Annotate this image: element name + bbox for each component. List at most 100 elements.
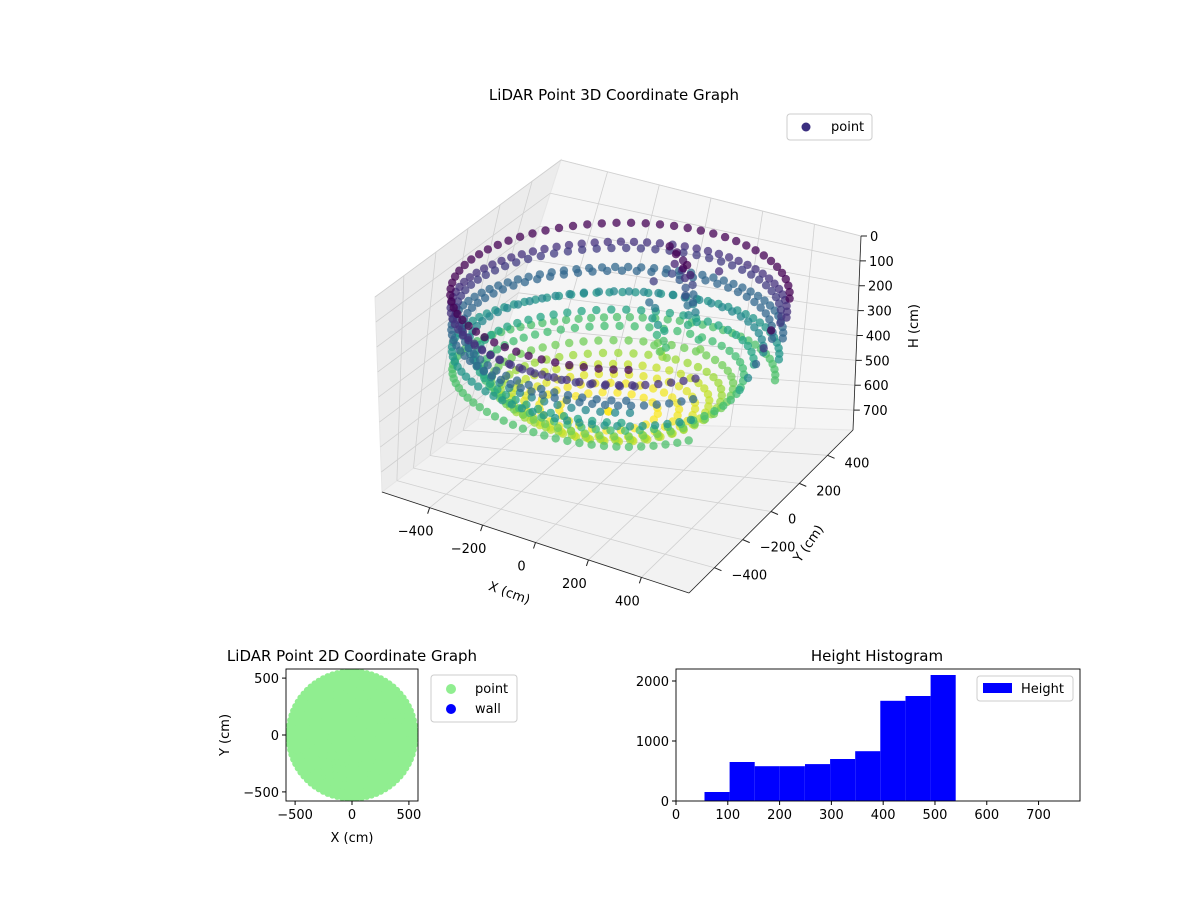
chart-3d-point [625, 408, 635, 418]
chart-3d-point [503, 322, 512, 331]
chart-2d-plot-area: −500 0 500 −500 0 500 [243, 668, 421, 823]
chart-3d-point [781, 274, 790, 284]
chart-3d-point [738, 265, 747, 274]
chart-3d-point [490, 266, 500, 275]
chart-3d-point [760, 296, 769, 305]
chart-3d-point [750, 297, 759, 307]
chart-3d-point [686, 329, 695, 339]
chart-3d-point [742, 241, 751, 250]
chart-3d-point [537, 355, 546, 364]
chart-2d-point [343, 669, 351, 675]
chart-histogram: Height Histogram 0 100 200 300 400 500 600 7000… [636, 647, 1081, 823]
histogram-legend-label: Height [1021, 682, 1064, 697]
chart-3d-point [709, 229, 718, 238]
chart-3d-point [508, 420, 518, 429]
chart-3d-point [622, 305, 631, 314]
chart-3d-point [565, 338, 574, 348]
chart-3d-point [519, 333, 528, 342]
chart-2d-point [329, 792, 336, 799]
chart-3d-point [778, 334, 787, 343]
chart-3d-point [736, 312, 746, 321]
chart-3d-point [629, 237, 639, 247]
chart-3d-point [517, 404, 527, 413]
chart-3d-point [611, 262, 620, 272]
chart-3d-point [458, 315, 467, 325]
chart-3d-point [751, 340, 760, 349]
chart-3d-point [519, 410, 528, 419]
chart-3d-point [613, 422, 622, 431]
chart-3d-point [717, 341, 726, 351]
chart-3d-point [587, 440, 596, 449]
chart-3d-point [551, 340, 560, 350]
chart-3d-gridline-z [550, 192, 861, 262]
chart-3d-point [466, 280, 476, 289]
chart-3d-point [485, 312, 494, 321]
chart-3d-point [718, 361, 727, 370]
chart-3d-point [579, 363, 588, 372]
chart-3d-point [691, 308, 700, 317]
chart-3d-point [610, 408, 620, 417]
chart-3d-point [642, 238, 652, 247]
chart-3d-point [479, 264, 489, 273]
chart-3d-point [662, 353, 671, 363]
chart-3d-y-tick [714, 567, 722, 572]
chart-3d-point [719, 276, 728, 285]
chart-2d-point [410, 746, 417, 753]
chart-3d-z-tick-label: 0 [870, 230, 878, 245]
chart-3d-point [688, 280, 697, 290]
chart-3d-point [607, 243, 616, 253]
chart-3d-point [639, 337, 648, 346]
chart-3d-point [536, 251, 545, 261]
chart-3d-point [720, 232, 730, 242]
chart-3d-point [681, 283, 690, 293]
chart-2d-point [288, 712, 295, 719]
chart-3d-point [592, 305, 601, 315]
chart-3d-point [624, 262, 633, 272]
chart-2d-point [358, 669, 366, 676]
histogram-x-tick-label: 100 [715, 808, 740, 823]
chart-3d-point [655, 347, 664, 356]
chart-3d-point [689, 290, 698, 299]
chart-3d-point [650, 421, 660, 430]
chart-3d-ticks: −400 −200 0 200 400 −400 −200 0 200 400 0 100 200 300… [381, 230, 894, 609]
chart-3d-point [599, 313, 609, 322]
chart-3d-point [784, 281, 793, 290]
chart-3d-point [490, 338, 499, 347]
chart-3d-point [639, 372, 648, 381]
histogram-bar [905, 696, 931, 801]
chart-3d-point [579, 288, 589, 297]
chart-3d-point [714, 249, 724, 259]
histogram-y-tick-label: 1000 [636, 735, 669, 750]
chart-3d-point [653, 320, 663, 330]
chart-3d-x-tick [638, 577, 642, 584]
chart-3d-point [755, 318, 765, 327]
chart-3d-point [626, 218, 636, 227]
chart-3d-xlabel: X (cm) [486, 579, 532, 608]
chart-3d-point [486, 330, 496, 340]
chart-3d-point [540, 397, 549, 406]
chart-3d-z-tick-label: 300 [867, 305, 892, 320]
chart-3d-point [641, 380, 650, 390]
chart-3d-point [612, 218, 621, 227]
chart-3d-point [694, 335, 703, 344]
chart-3d-point [663, 315, 672, 324]
chart-3d-point [583, 349, 592, 358]
chart-3d-point [598, 348, 608, 358]
chart-3d-point [650, 341, 659, 350]
chart-3d-point [479, 366, 489, 375]
chart-3d-point [530, 358, 540, 367]
chart-3d-gridline-z [375, 192, 551, 323]
chart-3d-point [507, 353, 516, 362]
chart-2d-legend: point wall [430, 674, 518, 723]
chart-3d-point [529, 415, 538, 424]
chart-3d-point [503, 303, 512, 313]
chart-3d-point [766, 326, 776, 335]
chart-2d-point [412, 736, 418, 744]
chart-3d-point [688, 298, 698, 307]
chart-3d-point [727, 261, 737, 270]
chart-3d-point [469, 398, 478, 407]
chart-3d-point [526, 367, 535, 376]
chart-3d-y-tick-label: 400 [845, 456, 870, 471]
chart-3d-point [673, 411, 682, 420]
